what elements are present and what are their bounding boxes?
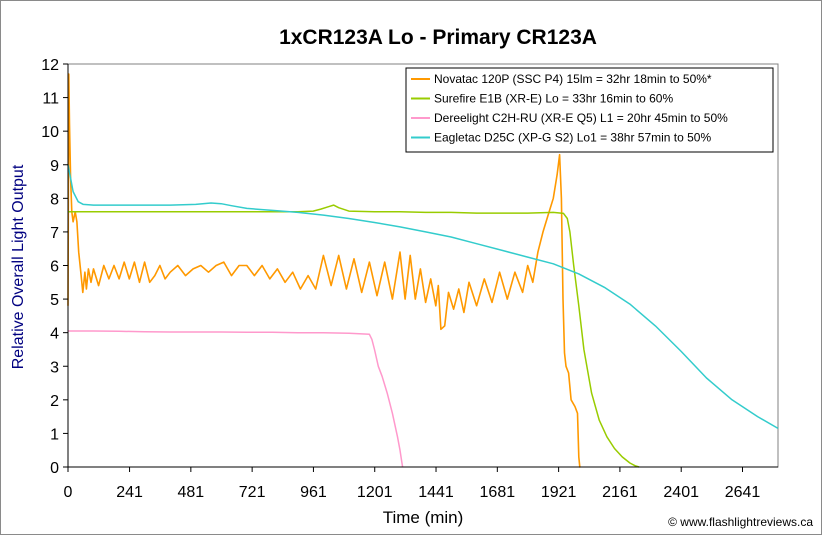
legend-entry: Eagletac D25C (XP-G S2) Lo1 = 38hr 57min…	[434, 131, 711, 145]
y-tick-label: 12	[41, 57, 59, 74]
x-tick-label: 0	[64, 484, 73, 501]
x-tick-label: 2161	[602, 484, 638, 501]
series-layer	[67, 73, 779, 468]
legend-entry: Novatac 120P (SSC P4) 15lm = 32hr 18min …	[434, 72, 712, 86]
x-tick-label: 1201	[357, 484, 393, 501]
x-tick-label: 961	[300, 484, 327, 501]
series-line-0	[67, 73, 581, 468]
legend-entry: Dereelight C2H-RU (XR-E Q5) L1 = 20hr 45…	[434, 111, 728, 125]
x-tick-label: 481	[177, 484, 204, 501]
y-tick-label: 8	[50, 191, 59, 208]
legend-box	[405, 67, 774, 153]
y-tick-label: 7	[50, 225, 59, 242]
x-tick-label: 241	[116, 484, 143, 501]
y-tick-label: 11	[42, 91, 59, 108]
legend: Novatac 120P (SSC P4) 15lm = 32hr 18min …	[405, 67, 774, 153]
y-tick-label: 3	[50, 359, 59, 376]
x-tick-label: 1441	[418, 484, 454, 501]
x-tick-label: 2401	[663, 484, 699, 501]
y-tick-label: 2	[50, 393, 59, 410]
chart-title: 1xCR123A Lo - Primary CR123A	[279, 26, 597, 49]
x-tick-label: 1921	[541, 484, 577, 501]
legend-entry: Surefire E1B (XR-E) Lo = 33hr 16min to 6…	[434, 92, 673, 106]
x-tick-label: 1681	[480, 484, 516, 501]
credit-text: © www.flashlightreviews.ca	[668, 515, 813, 529]
x-axis-label: Time (min)	[383, 508, 464, 527]
x-axis-ticks: 0 241 481 721 961 1201 1441 1681 1921 2161 2401 264…	[64, 467, 761, 501]
y-tick-label: 5	[50, 292, 59, 309]
y-tick-label: 0	[50, 460, 59, 477]
y-axis-label: Relative Overall Light Output	[10, 164, 27, 369]
series-line-2	[68, 330, 404, 468]
x-tick-label: 721	[239, 484, 266, 501]
series-line-3	[67, 164, 779, 430]
y-tick-label: 1	[50, 426, 59, 443]
y-tick-label: 6	[50, 259, 59, 276]
series-line-1	[68, 204, 640, 468]
y-tick-label: 9	[50, 158, 59, 175]
y-tick-label: 10	[41, 124, 59, 141]
y-tick-label: 4	[50, 326, 59, 343]
x-tick-label: 2641	[725, 484, 761, 501]
